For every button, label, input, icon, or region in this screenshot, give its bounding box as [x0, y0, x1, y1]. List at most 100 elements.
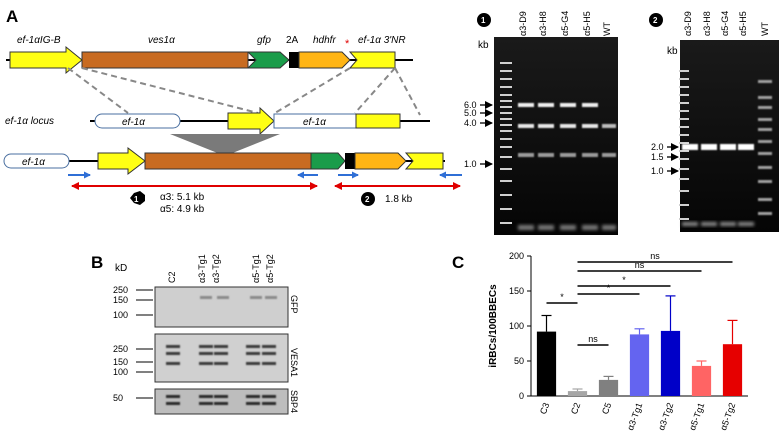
ves1a-block: [81, 51, 249, 69]
product1-a5: α5: 4.9 kb: [160, 204, 205, 215]
western-band: [166, 352, 180, 355]
gel1-lane-label: α5-G4: [560, 11, 570, 36]
gel2-lane-label: α3-H8: [702, 11, 712, 36]
gel2-ladder-band: [679, 118, 689, 120]
two-a-label: 2A: [286, 35, 299, 46]
gel2-ladder-band: [679, 78, 689, 80]
western-lane-label: α5-Tg2: [265, 254, 275, 283]
x-tick-label: C3: [538, 401, 551, 415]
y-tick-label: 200: [509, 251, 524, 261]
product1-num: 1: [134, 195, 139, 204]
western-band: [166, 395, 180, 398]
significance-label: *: [622, 275, 626, 285]
western-band: [250, 296, 262, 299]
western-lane-labels: C2 α3-Tg1 α3-Tg2 α5-Tg1 α5-Tg2: [167, 254, 275, 283]
product1-badge: [130, 191, 145, 205]
gel1-band: [518, 153, 534, 157]
western-band: [246, 395, 260, 398]
gel2-band: [758, 140, 772, 143]
western-size-label: 150: [113, 357, 128, 367]
gel1-marker-label: 5.0: [464, 108, 477, 118]
gel1-ladder-band: [500, 222, 512, 224]
western-band: [246, 362, 260, 365]
western-blot-label: GFP: [289, 295, 299, 314]
gel1-ladder-band: [500, 94, 512, 96]
gel2-lane-label: α5-G4: [720, 11, 730, 36]
panel-label-c: C: [452, 253, 464, 272]
gel2-lane-labels: α3-D9 α3-H8 α5-G4 α5-H5 WT: [683, 11, 770, 36]
western-band: [262, 402, 276, 405]
gel1-band: [560, 153, 576, 157]
gfp-label: gfp: [257, 35, 271, 46]
gel1-marker-label: 1.0: [464, 159, 477, 169]
western-band: [214, 345, 228, 348]
western-band: [199, 395, 213, 398]
gel1-marker-label: 6.0: [464, 100, 477, 110]
gel2-ladder-band: [679, 134, 689, 136]
gel1-ladder-band: [500, 86, 512, 88]
integrated-utr-block: [404, 152, 444, 170]
gel2-band: [738, 144, 754, 150]
bar: [536, 331, 557, 396]
western-size-label: 250: [113, 344, 128, 354]
gel1-ladder-band: [500, 130, 512, 132]
western-band: [214, 395, 228, 398]
western-band: [246, 345, 260, 348]
gel2-ladder-band: [679, 150, 689, 152]
gfp-block: [246, 51, 290, 69]
dashed-line: [81, 67, 259, 114]
gel1-kb: kb: [478, 40, 489, 51]
gel1-band: [602, 153, 616, 157]
utr-block: [348, 51, 396, 69]
western-blot-label: SBP4: [289, 390, 299, 413]
y-axis-label: iRBCs/100BBECs: [488, 284, 499, 368]
gel2-band: [758, 166, 772, 169]
gel1-band: [582, 124, 598, 128]
gel1-ladder-band: [500, 124, 512, 126]
significance-label: *: [607, 283, 611, 293]
gel1-band: [518, 124, 534, 128]
significance-label: *: [560, 292, 564, 302]
western-band: [214, 402, 228, 405]
western-lane-label: C2: [167, 271, 177, 283]
x-tick-label: C2: [569, 401, 582, 415]
gel2-num: 2: [653, 16, 658, 25]
western-lane-label: α3-Tg1: [197, 254, 207, 283]
gel1-band: [538, 124, 554, 128]
integrated-promoter-arrow: [97, 146, 146, 176]
blot-vesa1: [154, 333, 289, 383]
product1-a3: α3: 5.1 kb: [160, 192, 205, 203]
gel1-band: [560, 124, 576, 128]
gel2-band: [758, 212, 772, 215]
x-tick-label: α5-Tg2: [718, 401, 737, 431]
western-size-label: 100: [113, 310, 128, 320]
western-band: [199, 352, 213, 355]
gel2-band: [682, 222, 698, 226]
western-band: [262, 345, 276, 348]
blot-sbp4: [154, 388, 289, 415]
gel1-ladder-band: [500, 70, 512, 72]
bar: [660, 330, 681, 396]
gel2-band: [758, 106, 772, 109]
western-band: [246, 352, 260, 355]
western-band: [214, 352, 228, 355]
gel1-ladder-band: [500, 62, 512, 64]
gel2-band: [758, 96, 772, 99]
gel2-kb: kb: [667, 46, 678, 57]
gel2-lane-label: α5-H5: [738, 11, 748, 36]
gel2-band: [720, 222, 736, 226]
gel2-ladder-band: [679, 110, 689, 112]
dashed-line: [354, 67, 396, 114]
product2-size: 1.8 kb: [385, 194, 413, 205]
western-band: [166, 345, 180, 348]
x-tick-label: α5-Tg1: [687, 401, 706, 431]
product2-num: 2: [365, 195, 370, 204]
promoter-label: ef-1αIG-B: [17, 35, 61, 46]
gel2-band: [720, 144, 736, 150]
gel1-marker-label: 4.0: [464, 118, 477, 128]
gel2-lane-label: WT: [760, 22, 770, 36]
gel1-ladder-band: [500, 208, 512, 210]
gel1-band: [518, 225, 534, 230]
gel1-lane-label: α3-D9: [518, 11, 528, 36]
